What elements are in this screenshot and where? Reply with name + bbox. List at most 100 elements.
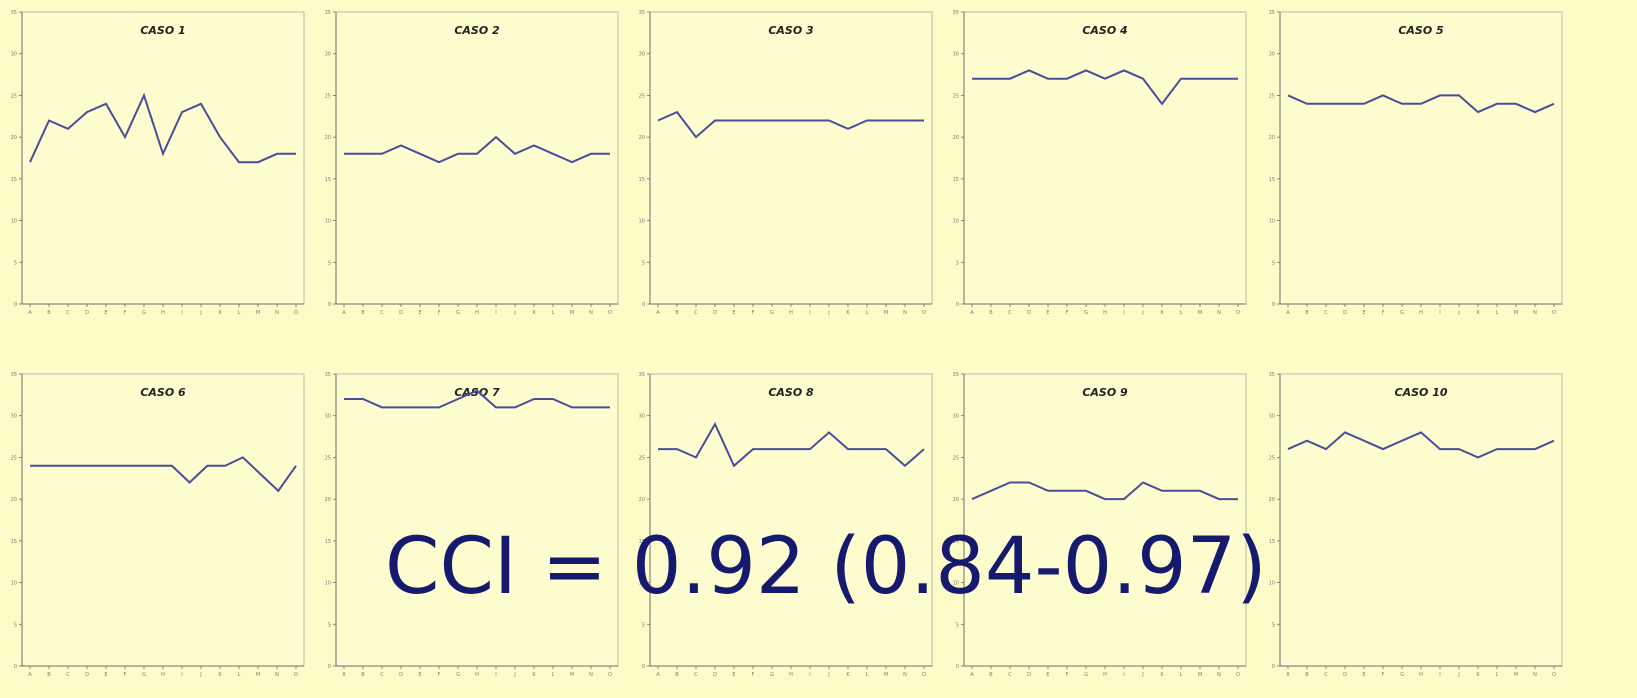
x-tick-label: G [1084, 672, 1088, 678]
x-tick-label: L [1180, 672, 1183, 678]
x-tick-label: O [1552, 672, 1556, 678]
x-tick-label: H [789, 672, 793, 678]
x-tick-label: I [1439, 672, 1440, 678]
x-tick-label: E [732, 310, 735, 316]
chart-panel-4: 0 5 10 15 20 25 30 35 A B C D E F G H I J K L M N O CASO 4 [950, 6, 1260, 336]
x-tick-label: D [85, 310, 89, 316]
x-tick-label: N [1533, 310, 1537, 316]
chart-panel-3: 0 5 10 15 20 25 30 35 A B C D E F G H I J K L M N O CASO 3 [636, 6, 946, 336]
plot-area [335, 373, 619, 667]
line-chart-2: 0 5 10 15 20 25 30 35 A B C D E F G H I J K L M N O CASO 2 [325, 10, 619, 316]
chart-title: CASO 6 [140, 386, 186, 399]
x-tick-label: D [399, 310, 403, 316]
x-tick-label: D [1343, 672, 1347, 678]
y-tick-label: 25 [11, 455, 17, 461]
y-tick-label: 0 [642, 302, 645, 308]
y-tick-label: 25 [953, 93, 959, 99]
x-tick-label: I [181, 310, 182, 316]
chart-title: CASO 1 [140, 24, 185, 37]
series-line [30, 456, 297, 493]
x-tick-label: L [1496, 310, 1499, 316]
x-tick-label: K [218, 672, 222, 678]
x-tick-label: F [124, 310, 127, 316]
x-tick-label: A [1286, 310, 1290, 316]
line-chart-10: 0 5 10 15 20 25 30 35 A B C D E F G H I J K L M N O CASO 10 [1269, 372, 1563, 678]
x-tick-label: I [1439, 310, 1440, 316]
x-tick-label: A [342, 310, 346, 316]
x-tick-label: J [199, 310, 201, 316]
x-tick-label: F [1066, 310, 1069, 316]
y-tick-label: 10 [953, 219, 959, 225]
x-tick-label: C [1008, 672, 1012, 678]
plot-area [21, 11, 305, 305]
chart-panel-7: 0 5 10 15 20 25 30 35 A B C D E F G H I J K L M N O CASO 7 [322, 368, 632, 698]
x-tick-label: O [294, 672, 298, 678]
x-tick-label: C [66, 672, 70, 678]
y-tick-label: 25 [953, 455, 959, 461]
y-tick-label: 30 [953, 414, 959, 420]
y-tick-label: 10 [11, 581, 17, 587]
y-tick-label: 5 [642, 260, 645, 266]
y-tick-label: 10 [1269, 581, 1275, 587]
x-tick-label: B [47, 672, 51, 678]
y-tick-label: 35 [639, 10, 645, 16]
y-tick-label: 15 [639, 177, 645, 183]
y-tick-label: 10 [11, 219, 17, 225]
x-tick-label: K [1476, 310, 1480, 316]
series-line [657, 110, 924, 139]
x-tick-label: G [142, 310, 146, 316]
y-tick-label: 5 [642, 622, 645, 628]
line-chart-5: 0 5 10 15 20 25 30 35 A B C D E F G H I J K L M N O CASO 5 [1269, 10, 1563, 316]
x-tick-label: C [380, 672, 384, 678]
x-tick-label: H [161, 310, 165, 316]
x-tick-label: H [161, 672, 165, 678]
y-tick-label: 25 [1269, 455, 1275, 461]
x-tick-label: B [361, 672, 365, 678]
x-tick-label: K [1160, 672, 1164, 678]
y-tick-label: 30 [639, 52, 645, 58]
x-tick-label: L [1180, 310, 1183, 316]
x-tick-label: F [1382, 310, 1385, 316]
y-tick-label: 30 [1269, 52, 1275, 58]
x-tick-label: B [1305, 310, 1309, 316]
y-tick-label: 20 [1269, 497, 1275, 503]
x-tick-label: O [294, 310, 298, 316]
x-tick-label: D [1027, 672, 1031, 678]
y-tick-label: 35 [11, 372, 17, 378]
x-tick-label: G [1400, 672, 1404, 678]
y-tick-label: 30 [639, 414, 645, 420]
y-tick-label: 35 [1269, 10, 1275, 16]
x-tick-label: O [1552, 310, 1556, 316]
x-tick-label: B [675, 672, 679, 678]
x-tick-label: I [809, 310, 810, 316]
x-tick-label: D [399, 672, 403, 678]
x-tick-label: O [608, 672, 612, 678]
x-tick-label: N [589, 672, 593, 678]
x-tick-label: M [1198, 310, 1202, 316]
y-tick-label: 35 [11, 10, 17, 16]
x-tick-label: A [656, 672, 660, 678]
series-line [1287, 94, 1555, 114]
y-tick-label: 25 [1269, 93, 1275, 99]
y-tick-label: 25 [639, 455, 645, 461]
x-tick-label: M [570, 310, 574, 316]
x-tick-label: J [1141, 310, 1143, 316]
x-tick-label: A [970, 310, 974, 316]
x-tick-label: C [1008, 310, 1012, 316]
y-tick-label: 15 [953, 177, 959, 183]
x-tick-label: I [1123, 310, 1124, 316]
plot-area [963, 11, 1247, 305]
chart-title: CASO 2 [454, 24, 500, 37]
x-tick-label: E [1362, 310, 1365, 316]
x-tick-label: A [28, 310, 32, 316]
x-tick-label: E [1362, 672, 1365, 678]
x-tick-label: O [1236, 672, 1240, 678]
plot-area [649, 373, 933, 667]
x-tick-label: K [846, 310, 850, 316]
x-tick-label: K [1476, 672, 1480, 678]
y-tick-label: 15 [1269, 539, 1275, 545]
y-tick-label: 0 [956, 664, 959, 670]
line-chart-6: 0 5 10 15 20 25 30 35 A B C D E F G H I J K L M N O CASO 6 [11, 372, 305, 678]
chart-panel-6: 0 5 10 15 20 25 30 35 A B C D E F G H I J K L M N O CASO 6 [8, 368, 318, 698]
x-tick-label: A [656, 310, 660, 316]
